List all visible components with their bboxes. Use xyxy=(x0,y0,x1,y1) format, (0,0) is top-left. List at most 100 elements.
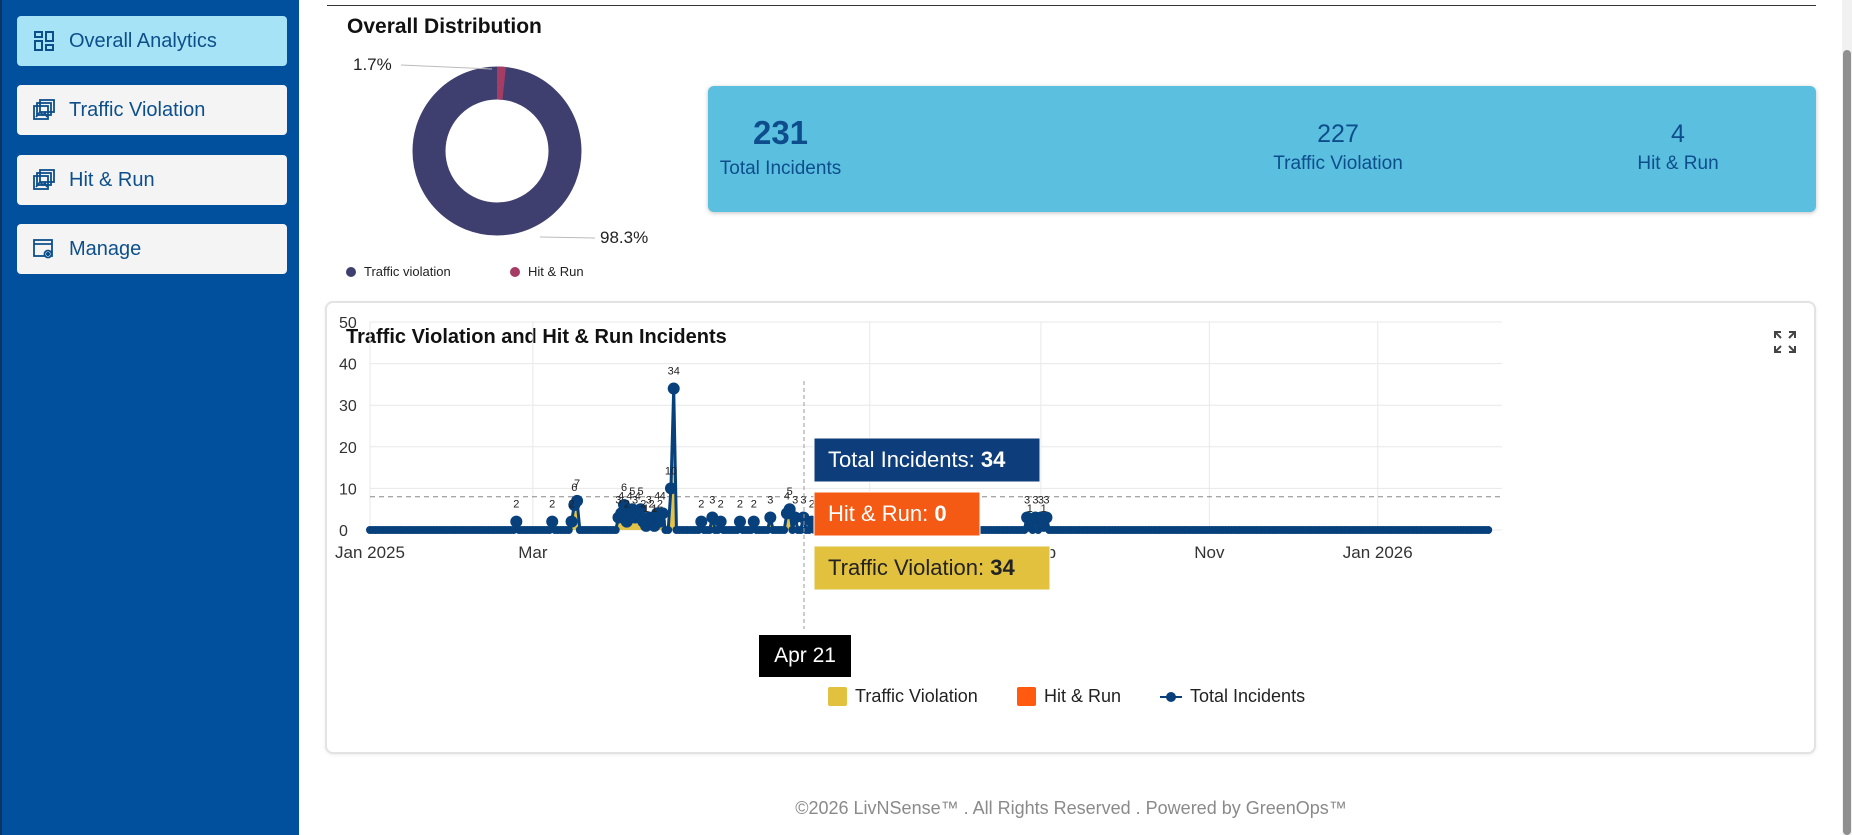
data-label: 2 xyxy=(549,499,555,511)
tooltip-hitrun-box xyxy=(813,491,981,537)
total-incidents-point[interactable] xyxy=(656,507,669,520)
chart-tooltip: Total Incidents: 34 Hit & Run: 0 Traffic… xyxy=(759,381,1051,677)
data-label: 2 xyxy=(568,499,574,511)
label-connector xyxy=(400,64,493,70)
total-incidents-point[interactable] xyxy=(788,526,797,534)
stat-label: Traffic Violation xyxy=(1273,153,1403,174)
data-label: 2 xyxy=(513,499,519,511)
stat-value: 227 xyxy=(1317,120,1359,148)
total-incidents-point[interactable] xyxy=(1028,526,1037,534)
data-label: 3 xyxy=(792,495,798,507)
data-label: 2 xyxy=(737,499,743,511)
total-incidents-point[interactable] xyxy=(634,503,647,516)
tooltip-traffic-box xyxy=(813,545,1051,591)
legend-hit-and-run[interactable]: Hit & Run xyxy=(510,264,584,279)
stat-traffic-violation: 227 Traffic Violation xyxy=(1158,120,1518,175)
y-tick-label: 0 xyxy=(339,523,348,540)
tooltip-date-text: Apr 21 xyxy=(774,644,836,667)
total-incidents-point[interactable] xyxy=(667,382,680,395)
donut-slice-hit-and-run[interactable] xyxy=(412,66,582,236)
total-incidents-point[interactable] xyxy=(804,526,813,534)
tooltip-traffic-text: Traffic Violation: 34 xyxy=(828,555,1015,580)
total-incidents-point[interactable] xyxy=(510,515,523,528)
total-incidents-point[interactable] xyxy=(1040,511,1053,524)
legend-traffic-violation-series[interactable]: Traffic Violation xyxy=(828,686,978,707)
data-label: 3 xyxy=(1043,495,1049,507)
stat-value: 231 xyxy=(752,114,809,151)
total-incidents-point[interactable] xyxy=(747,526,756,534)
donut-slice-traffic-violation[interactable] xyxy=(412,66,582,236)
total-incidents-point[interactable] xyxy=(713,526,722,534)
data-label: 1 xyxy=(1041,503,1047,515)
total-incidents-point[interactable] xyxy=(780,526,789,534)
top-divider xyxy=(327,5,1816,6)
legend-hit-and-run-series[interactable]: Hit & Run xyxy=(1017,686,1121,707)
sidebar-item-hit-and-run[interactable]: Hit & Run xyxy=(17,155,287,205)
legend-traffic-violation[interactable]: Traffic violation xyxy=(346,264,451,279)
total-incidents-point[interactable] xyxy=(695,515,708,528)
sidebar-item-traffic-violation[interactable]: Traffic Violation xyxy=(17,85,287,135)
data-label: 3 xyxy=(646,495,652,507)
total-incidents-point[interactable] xyxy=(564,526,573,534)
expand-fullscreen-icon[interactable] xyxy=(1772,329,1798,360)
total-incidents-point[interactable] xyxy=(694,526,703,534)
data-label: 2 xyxy=(649,499,655,511)
total-incidents-point[interactable] xyxy=(545,526,554,534)
total-incidents-point[interactable] xyxy=(664,482,677,495)
data-label: 5 xyxy=(638,486,644,498)
total-incidents-point[interactable] xyxy=(546,515,559,528)
legend-marker xyxy=(1160,691,1182,702)
legend-label: Hit & Run xyxy=(1044,686,1122,706)
total-incidents-point[interactable] xyxy=(763,526,772,534)
data-label: 3 xyxy=(800,495,806,507)
y-tick-label: 10 xyxy=(339,481,357,498)
data-label: 4 xyxy=(626,490,632,502)
tooltip-total-box xyxy=(813,437,1041,483)
data-label: 5 xyxy=(629,486,635,498)
total-incidents-point[interactable] xyxy=(747,515,760,528)
total-incidents-point[interactable] xyxy=(733,526,742,534)
sidebar-item-label: Hit & Run xyxy=(69,168,155,191)
total-incidents-point[interactable] xyxy=(571,494,584,507)
incidents-chart-title: Traffic Violation and Hit & Run Incident… xyxy=(346,326,727,348)
data-label: 5 xyxy=(787,486,793,498)
sidebar-item-manage[interactable]: Manage xyxy=(17,224,287,274)
legend-label: Traffic violation xyxy=(364,264,451,279)
image-stack-icon xyxy=(31,167,57,193)
sidebar: Overall Analytics Traffic Violation Hit … xyxy=(0,0,299,835)
total-incidents-point[interactable] xyxy=(796,526,805,534)
stat-value: 4 xyxy=(1671,120,1685,148)
total-incidents-point[interactable] xyxy=(764,511,777,524)
y-tick-label: 40 xyxy=(339,357,357,374)
sidebar-item-label: Manage xyxy=(69,237,142,260)
total-incidents-point[interactable] xyxy=(664,526,673,534)
legend-dot xyxy=(346,266,356,277)
distribution-donut-chart: 1.7% 98.3% xyxy=(353,55,648,245)
legend-total-incidents-series[interactable]: Total Incidents xyxy=(1160,686,1305,707)
total-incidents-point[interactable] xyxy=(714,515,727,528)
data-label: 1 xyxy=(651,503,657,515)
total-incidents-point[interactable] xyxy=(1484,526,1493,534)
footer-copyright: ©2026 LivNSense™ . All Rights Reserved .… xyxy=(795,798,1347,818)
total-incidents-point[interactable] xyxy=(705,526,714,534)
sidebar-item-label: Traffic Violation xyxy=(69,98,206,121)
tooltip-hitrun-text: Hit & Run: 0 xyxy=(828,501,947,526)
data-label: 3 xyxy=(1038,495,1044,507)
y-tick-label: 50 xyxy=(339,315,357,332)
traffic-percent-label: 98.3% xyxy=(600,228,648,245)
data-label: 34 xyxy=(668,366,680,378)
page-scrollbar[interactable] xyxy=(1842,0,1852,835)
data-label: 2 xyxy=(657,499,663,511)
x-tick-label: Mar xyxy=(518,543,548,562)
total-incidents-point[interactable] xyxy=(789,511,802,524)
data-label: 2 xyxy=(751,499,757,511)
sidebar-item-overall-analytics[interactable]: Overall Analytics xyxy=(17,16,287,66)
data-label: 3 xyxy=(709,495,715,507)
total-incidents-point[interactable] xyxy=(733,515,746,528)
total-incidents-point[interactable] xyxy=(611,526,620,534)
total-incidents-point[interactable] xyxy=(565,515,578,528)
scrollbar-thumb[interactable] xyxy=(1843,50,1851,835)
total-incidents-point[interactable] xyxy=(509,526,518,534)
